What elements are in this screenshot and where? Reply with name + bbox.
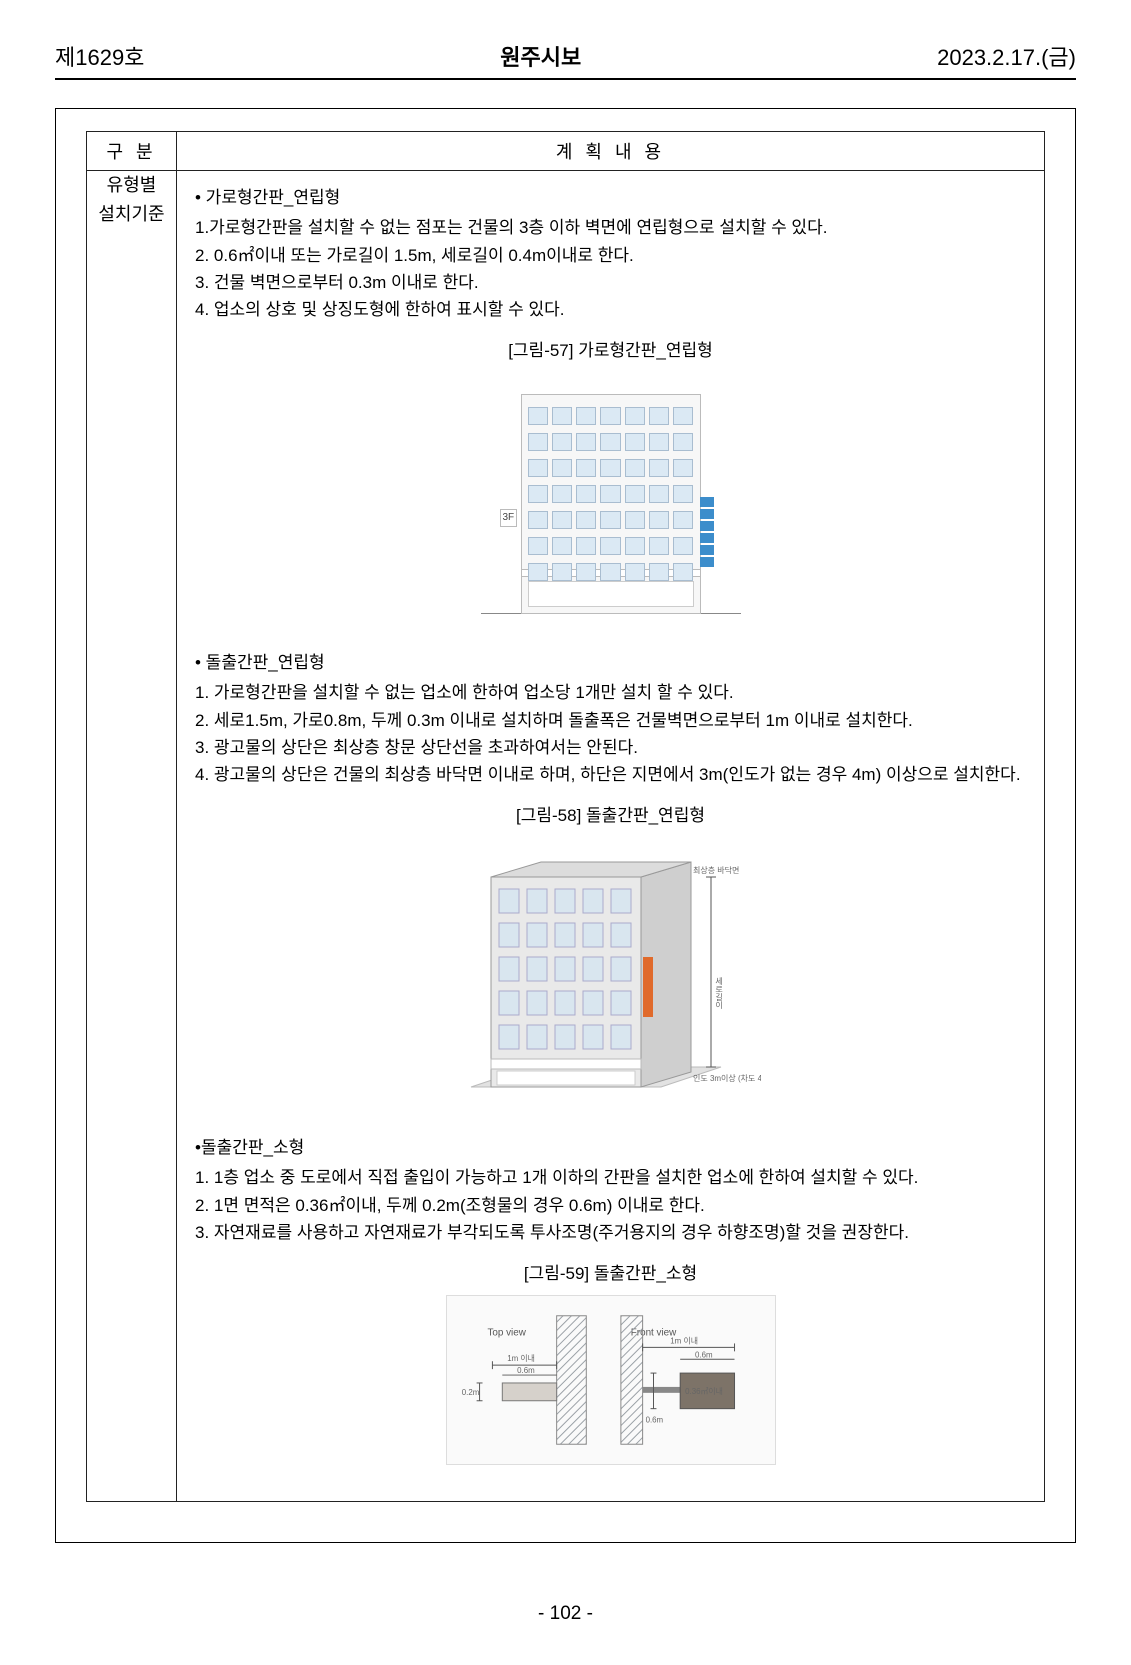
fig58-caption: [그림-58] 돌출간판_연립형 <box>191 803 1030 829</box>
list-item: 2. 1면 면적은 0.36㎡이내, 두께 0.2m(조형물의 경우 0.6m)… <box>195 1193 1030 1219</box>
fig58-wrap: 최상층 바닥면세로길이인도 3m이상 (차도 4m이상) <box>191 837 1030 1117</box>
list-item: 4. 업소의 상호 및 상징도형에 한하여 표시할 수 있다. <box>195 297 1030 323</box>
content-frame: 구 분 계 획 내 용 유형별 설치기준 • 가로형간판_연립형 1.가로형간판… <box>55 108 1076 1543</box>
main-table: 구 분 계 획 내 용 유형별 설치기준 • 가로형간판_연립형 1.가로형간판… <box>86 131 1045 1502</box>
svg-text:최상층 바닥면: 최상층 바닥면 <box>693 865 739 875</box>
list-item: 2. 세로1.5m, 가로0.8m, 두께 0.3m 이내로 설치하며 돌출폭은… <box>195 708 1030 734</box>
fig59-wrap: Top view1m 이내0.6m0.2mFront view0.36㎡이내1m… <box>191 1295 1030 1465</box>
issue-number: 제1629호 <box>55 40 144 72</box>
svg-text:0.6m: 0.6m <box>645 1415 663 1424</box>
th-plan: 계 획 내 용 <box>177 132 1045 171</box>
list-item: 1. 가로형간판을 설치할 수 없는 업소에 한하여 업소당 1개만 설치 할 … <box>195 680 1030 706</box>
svg-text:0.6m: 0.6m <box>517 1366 535 1375</box>
fig57-caption: [그림-57] 가로형간판_연립형 <box>191 338 1030 364</box>
page-number: - 102 - <box>55 1603 1076 1625</box>
figure-59: Top view1m 이내0.6m0.2mFront view0.36㎡이내1m… <box>446 1295 776 1465</box>
publish-date: 2023.2.17.(금) <box>937 40 1076 72</box>
gazette-title: 원주시보 <box>500 40 581 72</box>
list-item: 1.가로형간판을 설치할 수 없는 점포는 건물의 3층 이하 벽면에 연립형으… <box>195 215 1030 241</box>
content-cell: • 가로형간판_연립형 1.가로형간판을 설치할 수 없는 점포는 건물의 3층… <box>177 171 1045 1502</box>
figure-58: 최상층 바닥면세로길이인도 3m이상 (차도 4m이상) <box>461 837 761 1117</box>
list-item: 3. 건물 벽면으로부터 0.3m 이내로 한다. <box>195 270 1030 296</box>
svg-text:세로길이: 세로길이 <box>714 977 723 1010</box>
svg-text:0.2m: 0.2m <box>461 1388 479 1397</box>
row-label-line1: 유형별 <box>107 175 157 195</box>
section1-list: 1.가로형간판을 설치할 수 없는 점포는 건물의 3층 이하 벽면에 연립형으… <box>191 215 1030 323</box>
section3-list: 1. 1층 업소 중 도로에서 직접 출입이 가능하고 1개 이하의 간판을 설… <box>191 1165 1030 1246</box>
section1-title: • 가로형간판_연립형 <box>191 185 1030 211</box>
figure-57: 3F <box>481 372 741 632</box>
list-item: 3. 광고물의 상단은 최상층 창문 상단선을 초과하여서는 안된다. <box>195 735 1030 761</box>
svg-text:인도 3m이상 (차도 4m이상): 인도 3m이상 (차도 4m이상) <box>693 1073 761 1083</box>
fig59-caption: [그림-59] 돌출간판_소형 <box>191 1261 1030 1287</box>
list-item: 3. 자연재료를 사용하고 자연재료가 부각되도록 투사조명(주거용지의 경우 … <box>195 1220 1030 1246</box>
row-label-line2: 설치기준 <box>98 204 164 224</box>
page-header: 제1629호 원주시보 2023.2.17.(금) <box>55 40 1076 80</box>
svg-text:1m 이내: 1m 이내 <box>507 1353 535 1363</box>
row-label: 유형별 설치기준 <box>87 171 177 1502</box>
svg-text:0.6m: 0.6m <box>695 1350 713 1359</box>
list-item: 1. 1층 업소 중 도로에서 직접 출입이 가능하고 1개 이하의 간판을 설… <box>195 1165 1030 1191</box>
th-category: 구 분 <box>87 132 177 171</box>
svg-text:0.36㎡이내: 0.36㎡이내 <box>685 1386 723 1396</box>
section2-title: • 돌출간판_연립형 <box>191 650 1030 676</box>
list-item: 2. 0.6㎡이내 또는 가로길이 1.5m, 세로길이 0.4m이내로 한다. <box>195 243 1030 269</box>
section2-list: 1. 가로형간판을 설치할 수 없는 업소에 한하여 업소당 1개만 설치 할 … <box>191 680 1030 788</box>
fig57-wrap: 3F <box>191 372 1030 632</box>
section3-title: •돌출간판_소형 <box>191 1135 1030 1161</box>
svg-text:1m 이내: 1m 이내 <box>670 1335 698 1345</box>
list-item: 4. 광고물의 상단은 건물의 최상층 바닥면 이내로 하며, 하단은 지면에서… <box>195 762 1030 788</box>
svg-text:Top view: Top view <box>487 1327 526 1338</box>
